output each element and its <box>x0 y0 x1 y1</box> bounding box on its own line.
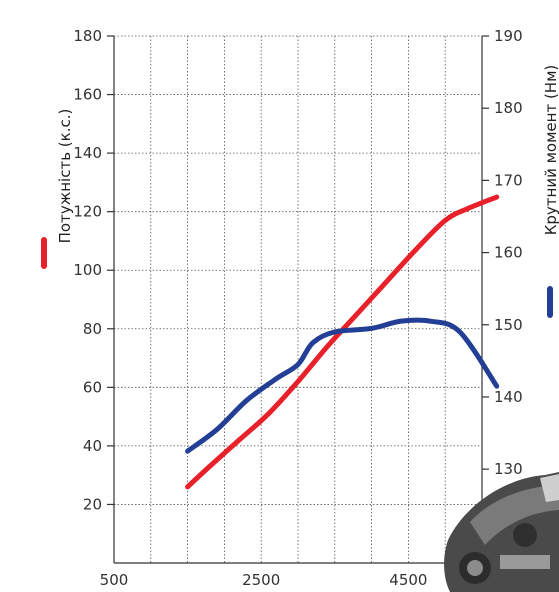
right-tick-label: 180 <box>494 99 523 117</box>
torque-curve <box>185 317 500 454</box>
right-tick-label: 170 <box>494 171 523 189</box>
left-tick-label: 60 <box>83 378 102 396</box>
right-tick-label: 150 <box>494 316 523 334</box>
right-tick-label: 140 <box>494 388 523 406</box>
power-curve <box>185 194 500 490</box>
left-axis-title: Потужність (к.с.) <box>56 109 74 244</box>
right-axis-ticks: 190180170160150140130120 <box>482 27 523 550</box>
series-lines <box>185 194 500 490</box>
left-tick-label: 180 <box>73 27 102 45</box>
left-axis-ticks: 180 160 140 120 100 80 60 40 20 <box>73 27 114 513</box>
left-tick-label: 20 <box>83 495 102 513</box>
left-tick-label: 40 <box>83 437 102 455</box>
engine-image <box>444 472 559 592</box>
right-axis-title: Крутний момент (Нм) <box>542 65 559 236</box>
left-tick-label: 140 <box>73 144 102 162</box>
right-tick-label: 160 <box>494 244 523 262</box>
torque-legend-marker <box>547 286 553 318</box>
right-tick-label: 190 <box>494 27 523 45</box>
x-tick-label: 2500 <box>242 571 280 589</box>
x-tick-label: 500 <box>100 571 129 589</box>
right-tick-label: 130 <box>494 460 523 478</box>
vertical-gridlines <box>150 36 446 563</box>
left-tick-label: 80 <box>83 320 102 338</box>
left-tick-label: 120 <box>73 203 102 221</box>
power-legend-marker <box>41 237 47 269</box>
axes <box>113 36 483 564</box>
x-tick-label: 4500 <box>389 571 427 589</box>
x-axis-ticks: 500 2500 4500 <box>100 571 428 589</box>
left-tick-label: 100 <box>73 261 102 279</box>
left-tick-label: 160 <box>73 86 102 104</box>
